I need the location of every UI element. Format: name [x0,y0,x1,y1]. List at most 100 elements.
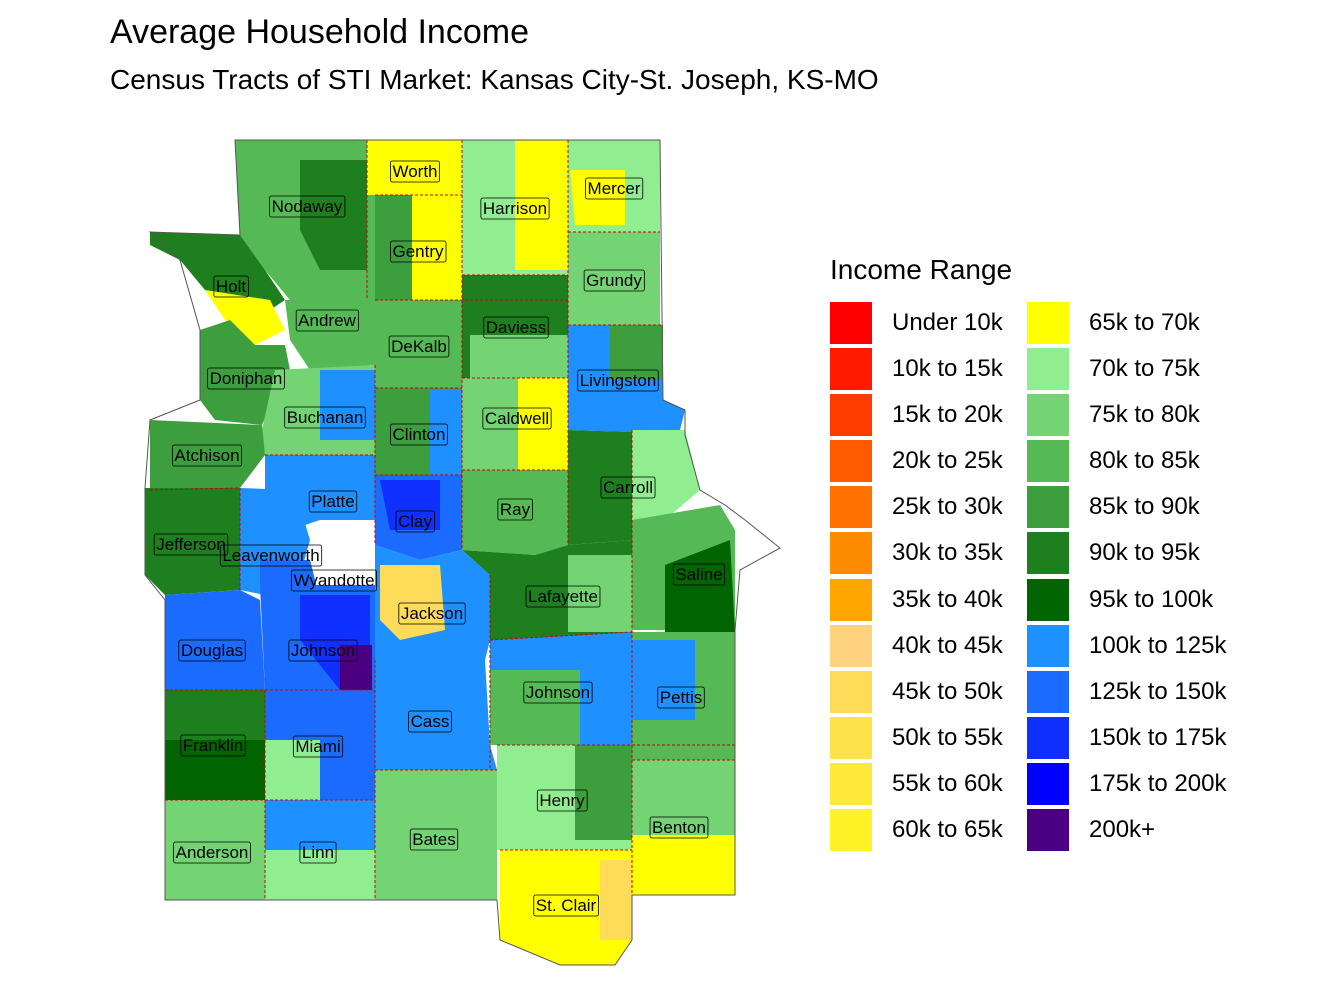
region-gentry-yellow [412,195,462,300]
county-label-box [295,309,359,332]
county-label-box [398,602,466,625]
county-label: Gentry [390,240,447,263]
legend-swatch [830,486,872,529]
region-harrison-yellow [515,140,568,270]
legend-swatch [830,670,872,713]
legend-label: 70k to 75k [1089,355,1200,383]
county-label: Franklin [180,734,246,757]
legend-label: 75k to 80k [1089,401,1200,429]
region-st-clair [500,850,632,965]
legend-swatch [830,809,872,852]
county-label-box [649,816,709,839]
legend-label: 200k+ [1089,816,1156,844]
legend-label: 55k to 60k [892,769,1003,797]
county-name: Henry [539,791,585,810]
county-name: Atchison [174,446,239,465]
county-name: Douglas [181,641,243,660]
county-label-box [390,160,440,183]
county-label-box [291,569,377,592]
region-st-clair-light [600,860,632,940]
county-name: Worth [392,162,437,181]
county-label-box [299,841,337,864]
legend-label: 85k to 90k [1089,493,1200,521]
region-saline-dark [665,540,735,632]
county-name: Franklin [183,736,243,755]
county-label: Lafayette [525,585,601,608]
legend-label: 20k to 25k [892,447,1003,475]
region-carroll [568,430,632,545]
region-caldwell-yellow [518,378,568,470]
legend-swatch [1027,809,1069,852]
county-name: Benton [652,818,706,837]
county-label: Douglas [178,639,246,662]
county-label: Clay [395,510,435,533]
legend-label: 95k to 100k [1089,585,1214,613]
county-label-box [269,195,346,218]
legend-swatch [1027,302,1069,344]
region-benton-green [632,760,735,835]
region-buchanan-blue [320,370,375,440]
county-name: Johnson [526,683,590,702]
county-name: Carroll [603,478,653,497]
county-label-box [533,894,599,917]
county-label-box [577,369,659,392]
county-name: Harrison [483,199,547,218]
legend-swatch [830,302,872,344]
county-label-box [480,197,550,220]
region-linn-light [265,850,375,900]
county-label: DeKalb [388,335,450,358]
region-miami-light [265,740,320,800]
county-label-box [395,510,435,533]
legend-label: 35k to 40k [892,585,1003,613]
region-holt [150,232,285,310]
county-name: Saline [675,565,722,584]
region-johnson-ks-purple [340,645,372,690]
county-label: Livingston [577,369,659,392]
region-henry-dark [575,745,632,840]
region-johnson-mo-green [490,670,580,745]
county-label-box [390,240,447,263]
region-dekalb [375,300,462,388]
legend-label: 15k to 20k [892,401,1003,429]
county-name: Mercer [588,179,641,198]
legend-swatch [1027,486,1069,529]
legend-swatch [830,348,872,391]
county-label: Jackson [398,602,466,625]
region-ray [462,470,568,555]
county-label: Wyandotte [291,569,377,592]
legend-swatch [1027,624,1069,667]
county-label-box [390,423,448,446]
county-name: Buchanan [287,408,364,427]
legend-label: 60k to 65k [892,816,1003,844]
region-carroll-light [632,430,700,520]
county-name: Caldwell [485,409,549,428]
county-name: Clinton [393,425,446,444]
county-label: Benton [649,816,709,839]
region-cass [375,660,497,770]
legend-swatch [830,532,872,575]
legend-label: 80k to 85k [1089,447,1200,475]
region-anderson [165,800,265,900]
county-label-box [178,639,246,662]
county-label-box [288,639,358,662]
county-label: Worth [390,160,440,183]
county-label: Platte [308,490,358,513]
county-label: Pettis [657,686,705,709]
county-name: Platte [311,492,354,511]
county-label: Clinton [390,423,448,446]
county-regions [145,140,735,965]
county-label: Leavenworth [219,544,323,567]
county-name: Nodaway [272,197,343,216]
county-name: Grundy [586,271,642,290]
legend-label: 40k to 45k [892,631,1003,659]
region-jackson-yellow [380,565,445,640]
legend-swatch [830,440,872,483]
legend-label: 50k to 55k [892,723,1003,751]
county-label: Nodaway [269,195,346,218]
county-label: Holt [213,275,249,298]
legend-label: 150k to 175k [1089,723,1227,751]
county-label: Saline [672,563,726,586]
county-name: Gentry [392,242,444,261]
county-label-box [153,533,229,556]
county-label-box [213,275,249,298]
